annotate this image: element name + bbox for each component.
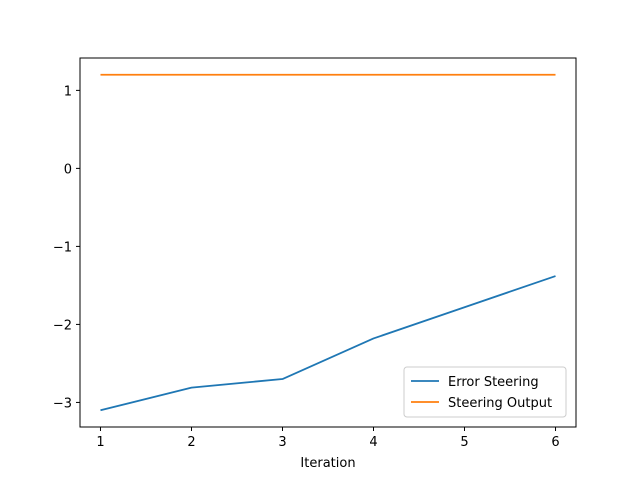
x-tick-label: 6 [551, 435, 559, 450]
y-tick-label: −3 [53, 396, 72, 411]
plot-area-frame [79, 57, 577, 428]
x-tick-label: 5 [460, 435, 468, 450]
legend-label-0: Error Steering [448, 375, 539, 390]
x-tick-label: 2 [187, 435, 195, 450]
y-tick-label: 1 [64, 84, 72, 99]
y-tick-label: −1 [53, 240, 72, 255]
x-tick-label: 1 [96, 435, 104, 450]
legend: Error Steering Steering Output [403, 366, 567, 418]
x-axis-label: Iteration [300, 456, 355, 471]
ticks-layer: 1 2 3 4 5 6 −3 −2 −1 0 1 [53, 84, 560, 450]
series-layer [100, 73, 556, 412]
series-line-0 [100, 275, 556, 412]
y-tick-label: −2 [53, 318, 72, 333]
legend-box [403, 366, 567, 418]
x-tick-label: 3 [278, 435, 286, 450]
y-tick-label: 0 [64, 162, 72, 177]
legend-label-1: Steering Output [448, 396, 552, 411]
x-tick-label: 4 [369, 435, 377, 450]
